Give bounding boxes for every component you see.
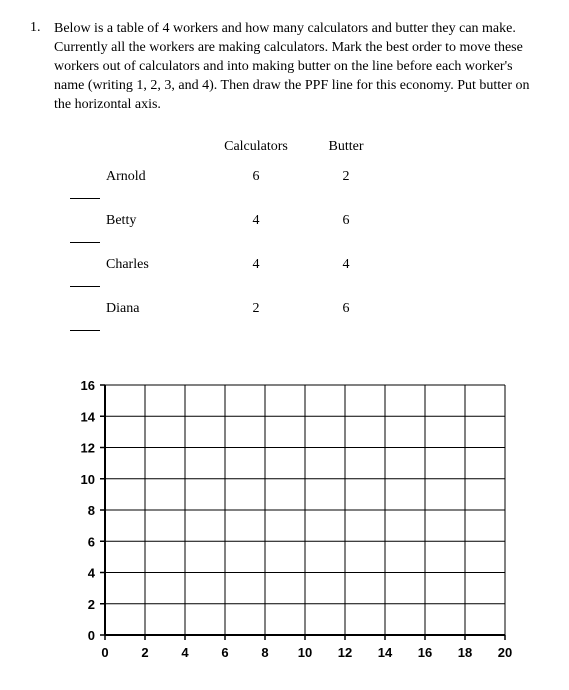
cell-butter: 6: [306, 213, 386, 229]
ytick-label: 14: [81, 410, 96, 425]
ytick-label: 2: [88, 597, 95, 612]
xtick-label: 4: [181, 645, 189, 660]
worker-name: Diana: [106, 301, 206, 317]
xtick-label: 20: [498, 645, 512, 660]
table-row: Charles 4 4: [70, 257, 539, 301]
ytick-label: 12: [81, 441, 95, 456]
xtick-label: 16: [418, 645, 432, 660]
xtick-label: 6: [221, 645, 228, 660]
ytick-label: 4: [88, 566, 96, 581]
ytick-label: 16: [81, 378, 95, 393]
rank-blank[interactable]: [70, 272, 100, 287]
rank-blank[interactable]: [70, 316, 100, 331]
cell-calc: 4: [206, 257, 306, 273]
ytick-label: 8: [88, 503, 95, 518]
xtick-label: 10: [298, 645, 312, 660]
cell-calc: 6: [206, 169, 306, 185]
chart-svg: 16 14 12 10 8 6 4 2 0 0 2 4 6 8 10 12 14…: [65, 375, 525, 665]
xtick-label: 18: [458, 645, 472, 660]
ppf-chart: 16 14 12 10 8 6 4 2 0 0 2 4 6 8 10 12 14…: [65, 375, 539, 670]
worker-table: Calculators Butter Arnold 6 2 Betty 4 6 …: [70, 139, 539, 345]
col-header-calculators: Calculators: [206, 139, 306, 155]
table-row: Diana 2 6: [70, 301, 539, 345]
cell-calc: 2: [206, 301, 306, 317]
xtick-label: 8: [261, 645, 268, 660]
table-row: Betty 4 6: [70, 213, 539, 257]
xtick-label: 14: [378, 645, 393, 660]
ytick-label: 6: [88, 535, 95, 550]
table-header-row: Calculators Butter: [70, 139, 539, 169]
table-row: Arnold 6 2: [70, 169, 539, 213]
ytick-label: 0: [88, 628, 95, 643]
cell-calc: 4: [206, 213, 306, 229]
question-number: 1.: [30, 20, 54, 36]
cell-butter: 2: [306, 169, 386, 185]
rank-blank[interactable]: [70, 184, 100, 199]
rank-blank[interactable]: [70, 228, 100, 243]
xtick-label: 2: [141, 645, 148, 660]
cell-butter: 4: [306, 257, 386, 273]
question-text: Below is a table of 4 workers and how ma…: [54, 20, 539, 114]
worker-name: Charles: [106, 257, 206, 273]
ytick-label: 10: [81, 472, 95, 487]
cell-butter: 6: [306, 301, 386, 317]
question-block: 1. Below is a table of 4 workers and how…: [30, 20, 539, 114]
worker-name: Arnold: [106, 169, 206, 185]
worker-name: Betty: [106, 213, 206, 229]
col-header-butter: Butter: [306, 139, 386, 155]
xtick-label: 12: [338, 645, 352, 660]
xtick-label: 0: [101, 645, 108, 660]
